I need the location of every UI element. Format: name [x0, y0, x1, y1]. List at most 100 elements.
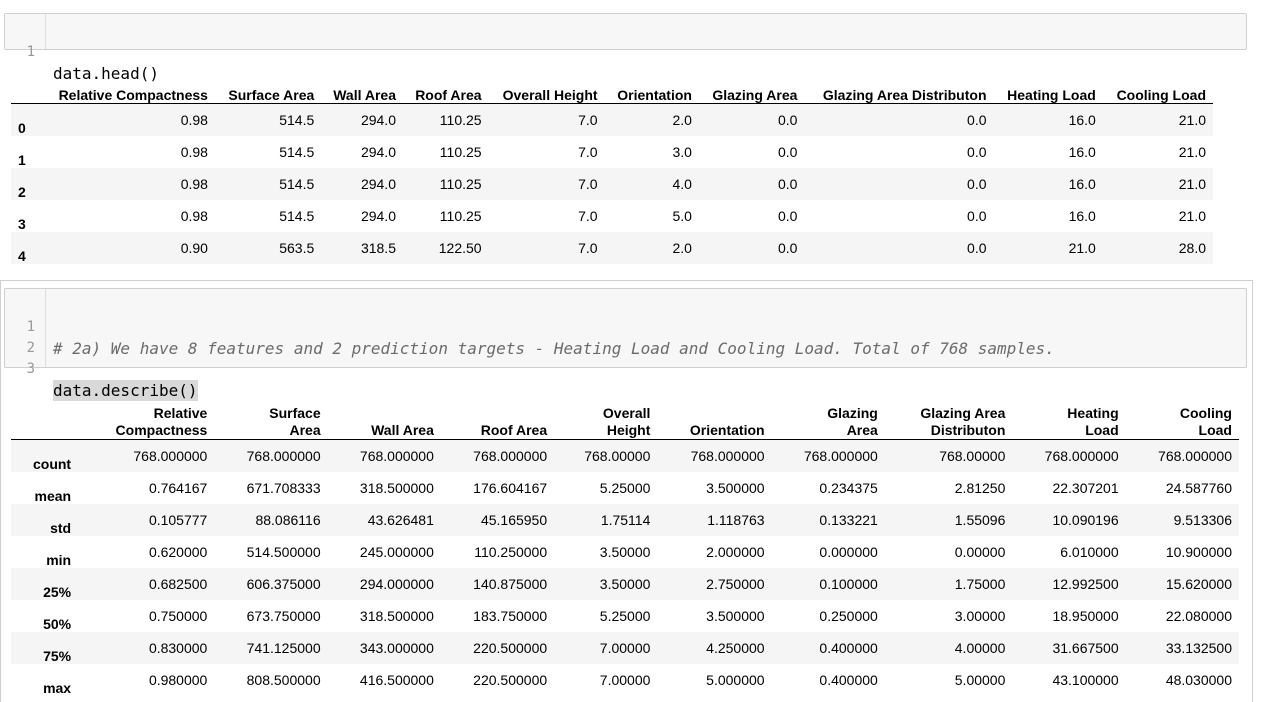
column-header: Orientation	[657, 395, 771, 440]
table-cell: 0.0	[777, 208, 798, 224]
table-cell: 21.0	[1178, 208, 1206, 224]
table-cell: 514.5	[279, 176, 315, 192]
table-cell: 16.0	[1068, 176, 1096, 192]
column-header-line: Load	[1198, 422, 1232, 438]
table-cell: 21.0	[1178, 112, 1206, 128]
table-cell: 16.0	[1068, 112, 1096, 128]
column-header: Cooling Load	[1126, 395, 1239, 440]
table-cell: 768.000000	[359, 448, 434, 464]
table-cell: 0.830000	[148, 640, 208, 656]
table-cell: 21.0	[1068, 240, 1096, 256]
table-row: 4 0.90 563.5 318.5 122.50 7.0 2.0 0.0 0.0 21.0 28.…	[11, 232, 1213, 264]
table-cell: 673.750000	[246, 608, 321, 624]
column-header-line: Surface	[269, 405, 321, 421]
table-cell: 110.25	[439, 112, 482, 128]
table-cell: 0.000000	[819, 544, 878, 560]
row-label: 50%	[43, 616, 72, 632]
row-label: min	[46, 552, 72, 568]
table-cell: 0.0	[967, 144, 987, 160]
table-row: count 768.000000 768.000000 768.000000 768.0…	[11, 439, 1239, 472]
table-cell: 294.0	[360, 208, 396, 224]
table-cell: 7.00000	[599, 640, 651, 656]
table-cell: 3.500000	[706, 608, 765, 624]
line-number: 1	[26, 319, 35, 335]
table-cell: 0.400000	[819, 640, 878, 656]
column-header	[11, 395, 78, 440]
table-cell: 2.0	[672, 240, 692, 256]
row-label: max	[43, 680, 72, 696]
table-cell: 28.0	[1178, 240, 1206, 256]
column-header: Glazing Area	[772, 395, 885, 440]
table-cell: 5.000000	[706, 672, 765, 688]
row-index: 2	[18, 184, 26, 200]
table-row: min 0.620000 514.500000 245.000000 110.25000…	[11, 536, 1239, 568]
table-cell: 606.375000	[246, 576, 321, 592]
column-header-line: Load	[1085, 422, 1119, 438]
column-header: Overall Height	[502, 87, 598, 103]
table-cell: 768.000000	[1158, 448, 1232, 464]
table-cell: 0.980000	[148, 672, 208, 688]
row-label: count	[32, 456, 72, 472]
column-header: Heating Load	[1007, 87, 1096, 103]
table-cell: 0.234375	[819, 480, 878, 496]
column-header: Wall Area	[333, 87, 396, 103]
table-cell: 22.080000	[1165, 608, 1232, 624]
table-cell: 15.620000	[1165, 576, 1232, 592]
row-index: 4	[18, 248, 26, 264]
table-cell: 294.0	[360, 112, 396, 128]
table-cell: 3.50000	[599, 544, 651, 560]
column-header-line: Area	[846, 422, 878, 438]
table-cell: 3.500000	[706, 480, 765, 496]
code-text[interactable]: data.head()	[53, 64, 159, 83]
column-header-line: Area	[289, 422, 321, 438]
table-cell: 0.682500	[148, 576, 208, 592]
table-cell: 768.000000	[803, 448, 878, 464]
table-row: 2 0.98 514.5 294.0 110.25 7.0 4.0 0.0 0.0 16.0 21.…	[11, 168, 1213, 200]
table-cell: 808.500000	[246, 672, 321, 688]
table-row: 3 0.98 514.5 294.0 110.25 7.0 5.0 0.0 0.0 16.0 21.…	[11, 200, 1213, 232]
table-cell: 1.75114	[600, 512, 651, 528]
table-cell: 0.98	[180, 208, 208, 224]
table-cell: 110.250000	[474, 544, 548, 560]
selected-cell-border	[0, 280, 1253, 702]
column-header	[11, 72, 41, 104]
table-row: 25% 0.682500 606.375000 294.000000 140.87500…	[11, 568, 1239, 600]
table-cell: 1.118763	[707, 512, 765, 528]
row-label: mean	[34, 488, 72, 504]
column-header-line: Distributon	[930, 422, 1006, 438]
code-text[interactable]: data.describe()	[53, 380, 198, 401]
table-cell: 16.0	[1068, 144, 1096, 160]
dataframe-describe-table: Relative Compactness Surface Area Wall Area R…	[11, 395, 1239, 696]
table-cell: 563.5	[279, 240, 315, 256]
table-cell: 514.500000	[246, 544, 321, 560]
column-header-line: Height	[606, 422, 651, 438]
table-cell: 7.0	[578, 208, 598, 224]
table-cell: 183.750000	[473, 608, 548, 624]
row-label: 75%	[43, 648, 72, 664]
table-cell: 318.5	[360, 240, 396, 256]
table-cell: 4.250000	[706, 640, 765, 656]
dataframe-head-table: Relative Compactness Surface Area Wall A…	[11, 72, 1213, 264]
table-cell: 0.00000	[954, 544, 1006, 560]
column-header: Roof Area	[441, 395, 554, 440]
table-cell: 176.604167	[473, 480, 548, 496]
table-cell: 768.000000	[1044, 448, 1119, 464]
table-cell: 7.0	[578, 112, 598, 128]
table-cell: 2.81250	[954, 480, 1006, 496]
code-comment[interactable]: # 2a) We have 8 features and 2 predictio…	[53, 339, 1055, 358]
column-header: Cooling Load	[1116, 87, 1206, 103]
column-header-line: Cooling	[1179, 405, 1232, 421]
row-index: 3	[18, 216, 26, 232]
table-cell: 318.500000	[359, 608, 434, 624]
table-cell: 7.0	[578, 240, 598, 256]
table-cell: 294.0	[360, 144, 396, 160]
column-header: Orientation	[617, 87, 692, 103]
row-label: 25%	[43, 584, 72, 600]
table-cell: 0.0	[777, 112, 798, 128]
line-number: 3	[26, 361, 35, 377]
table-cell: 21.0	[1178, 144, 1206, 160]
table-cell: 245.000000	[359, 544, 434, 560]
code-cell-2[interactable]: 1 # 2a) We have 8 features and 2 predict…	[4, 288, 1247, 401]
column-header: Surface Area	[214, 395, 327, 440]
code-cell-1[interactable]: 1 data.head()	[4, 13, 1247, 83]
